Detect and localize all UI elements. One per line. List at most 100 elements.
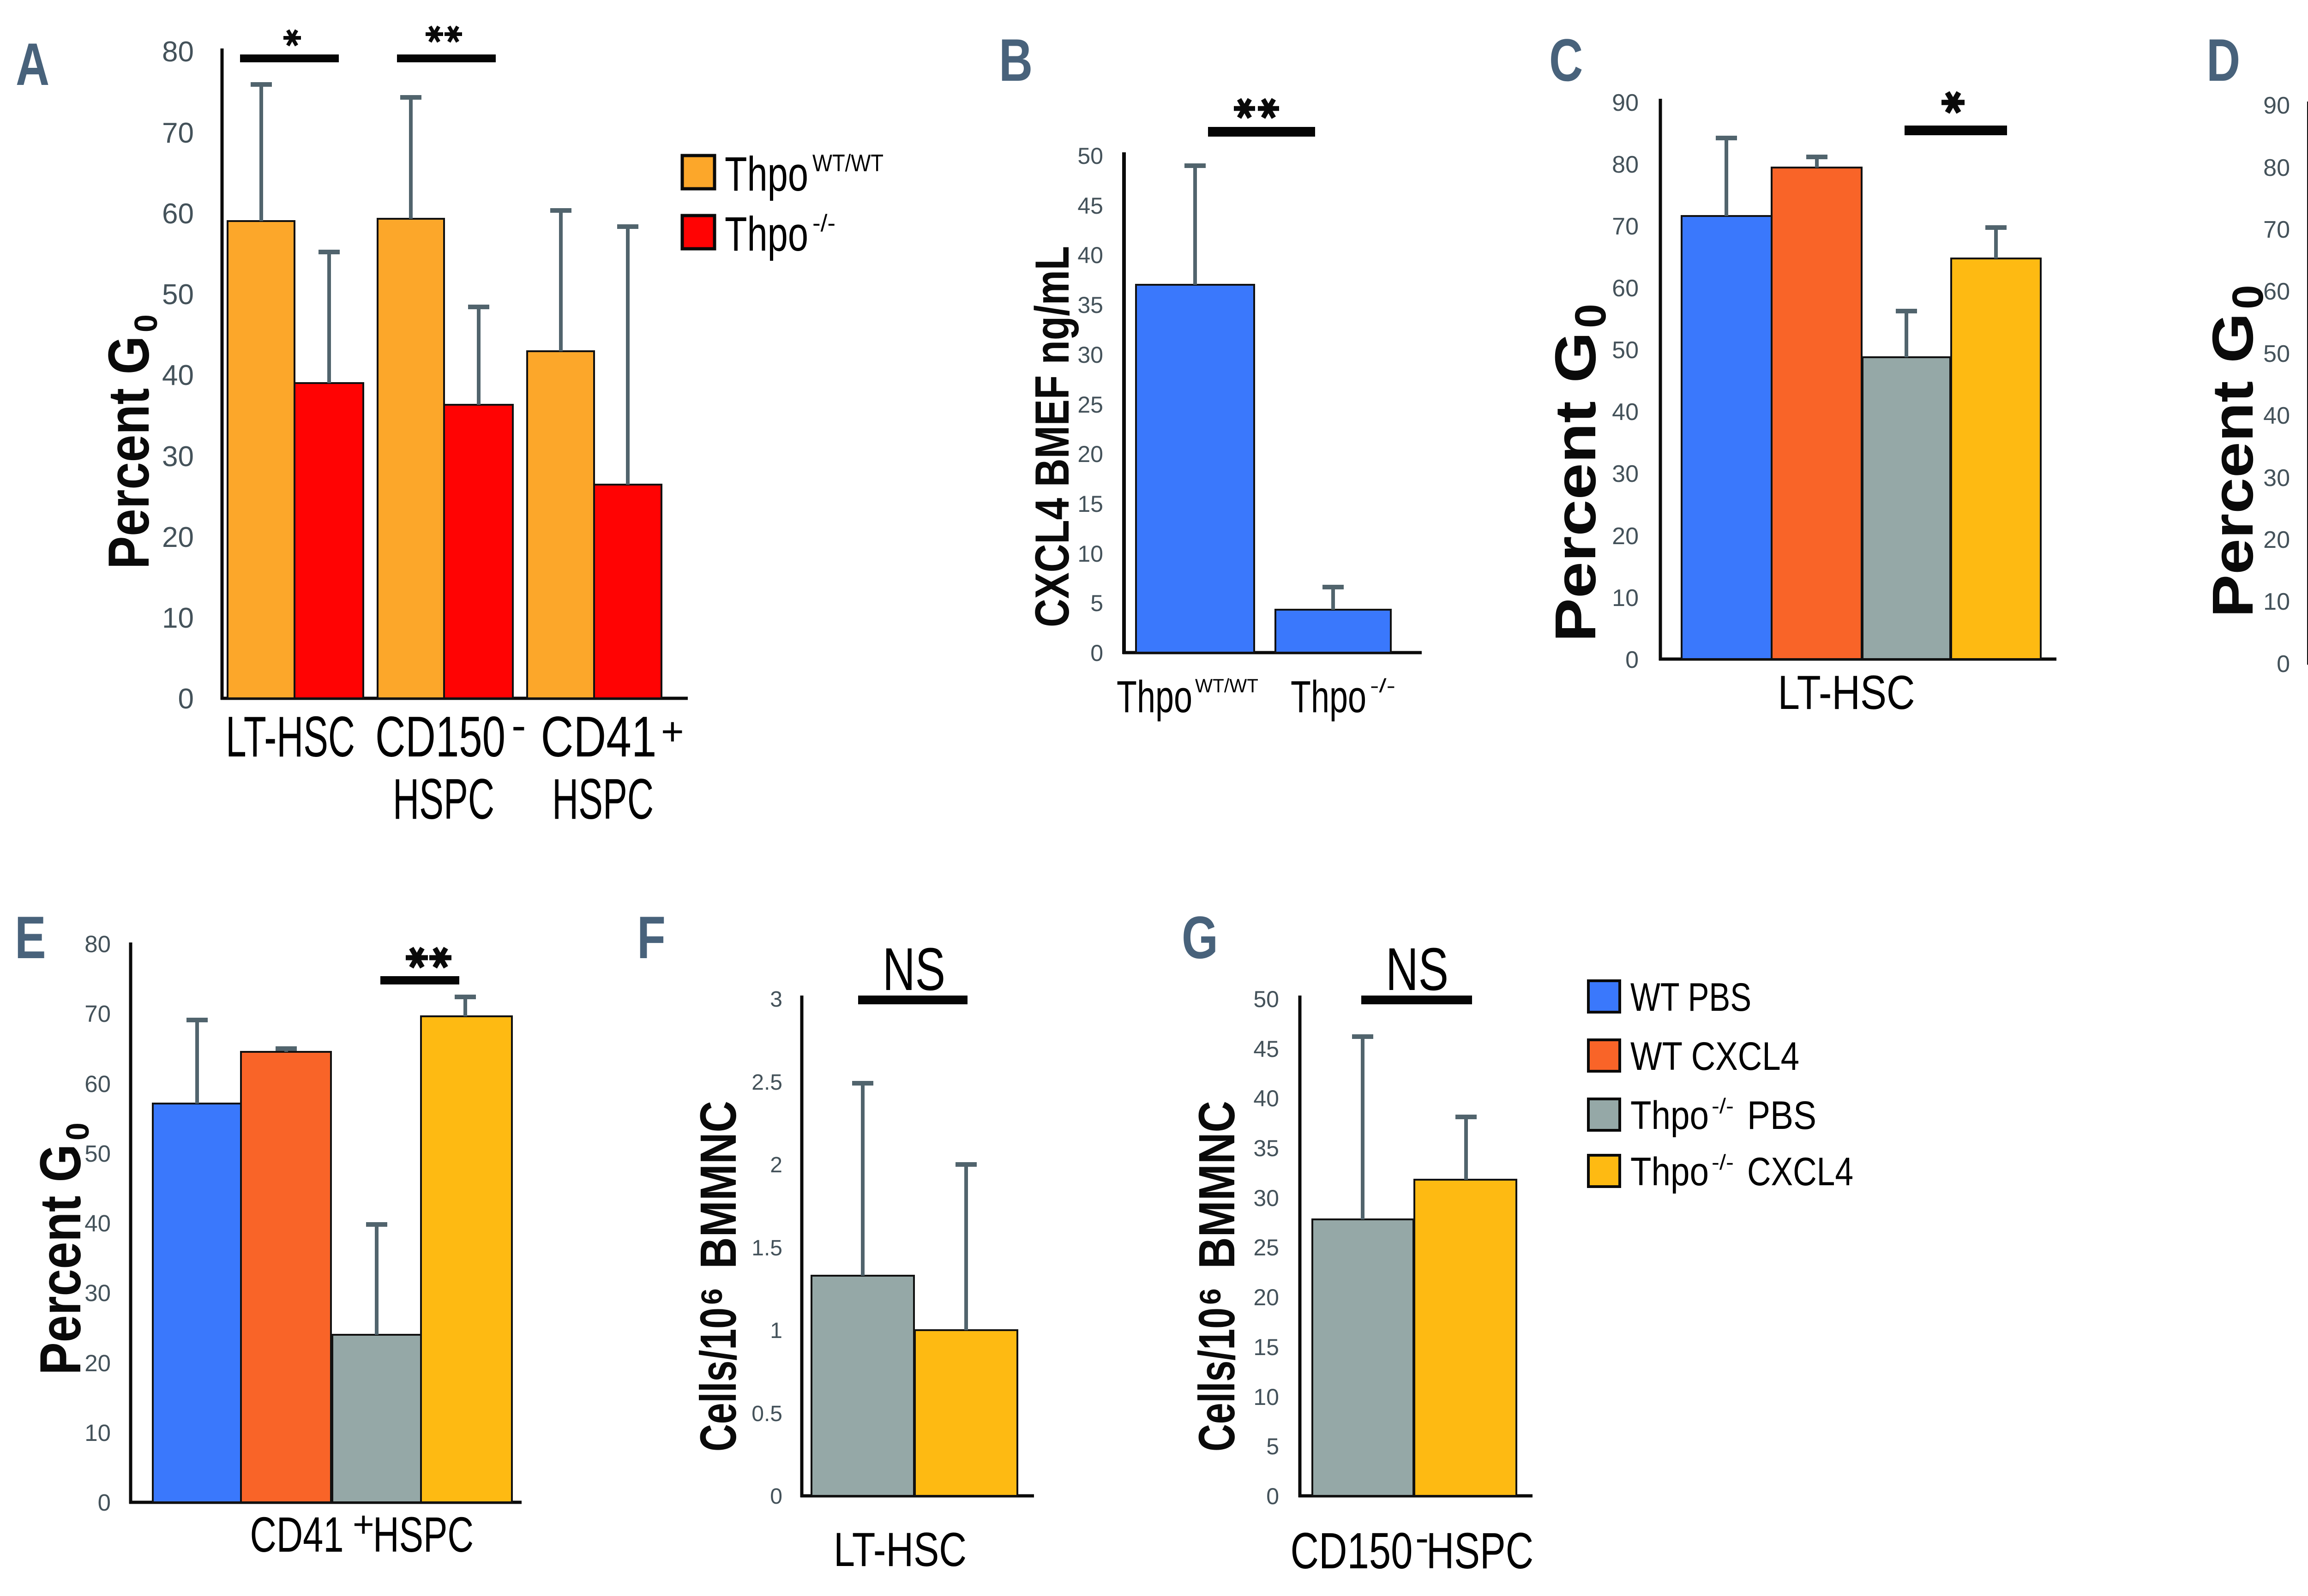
- svg-text:40: 40: [1612, 399, 1639, 426]
- svg-text:50: 50: [2263, 341, 2290, 367]
- svg-text:6: 6: [695, 1288, 728, 1305]
- svg-text:10: 10: [1612, 585, 1639, 612]
- svg-text:10: 10: [1253, 1384, 1279, 1410]
- svg-text:40: 40: [1077, 242, 1103, 268]
- svg-text:40: 40: [1253, 1086, 1279, 1111]
- svg-text:6: 6: [1194, 1288, 1227, 1305]
- svg-text:30: 30: [84, 1280, 111, 1306]
- svg-text:PBS: PBS: [1747, 1093, 1816, 1138]
- svg-text:40: 40: [2263, 402, 2290, 429]
- svg-text:60: 60: [1612, 275, 1639, 302]
- svg-text:30: 30: [2263, 465, 2290, 492]
- svg-text:-/-: -/-: [1712, 1094, 1734, 1118]
- svg-text:WT/WT: WT/WT: [812, 150, 884, 177]
- svg-text:40: 40: [162, 360, 194, 391]
- svg-text:70: 70: [162, 117, 194, 149]
- svg-text:30: 30: [162, 441, 194, 473]
- svg-text:35: 35: [1253, 1135, 1279, 1161]
- svg-text:0: 0: [2277, 651, 2290, 678]
- svg-text:80: 80: [1612, 151, 1639, 178]
- svg-text:G: G: [1182, 904, 1218, 971]
- svg-text:LT-HSC: LT-HSC: [226, 705, 355, 769]
- svg-text:1.5: 1.5: [751, 1236, 782, 1260]
- svg-text:25: 25: [1077, 392, 1103, 418]
- svg-text:BMMNC: BMMNC: [690, 1101, 747, 1269]
- svg-text:HSPC: HSPC: [1426, 1523, 1533, 1579]
- svg-text:70: 70: [84, 1001, 111, 1027]
- svg-text:Thpo: Thpo: [1630, 1093, 1709, 1138]
- svg-text:0: 0: [2224, 285, 2272, 309]
- svg-text:Thpo: Thpo: [725, 147, 808, 201]
- svg-text:C: C: [1549, 26, 1583, 94]
- svg-text:20: 20: [84, 1350, 111, 1376]
- svg-text:E: E: [15, 904, 46, 971]
- svg-text:50: 50: [1612, 337, 1639, 364]
- svg-text:60: 60: [2263, 278, 2290, 305]
- svg-text:0.5: 0.5: [751, 1402, 782, 1426]
- svg-text:10: 10: [162, 602, 194, 634]
- svg-text:0: 0: [1625, 647, 1639, 673]
- svg-text:Percent G: Percent G: [1544, 332, 1608, 642]
- svg-text:Cells/10: Cells/10: [1189, 1308, 1245, 1452]
- svg-text:10: 10: [1077, 541, 1103, 567]
- svg-text:WT PBS: WT PBS: [1630, 975, 1751, 1020]
- svg-text:25: 25: [1253, 1235, 1279, 1260]
- svg-text:0: 0: [178, 683, 194, 715]
- svg-text:Percent G: Percent G: [2201, 313, 2265, 618]
- svg-text:5: 5: [1266, 1434, 1279, 1459]
- svg-text:10: 10: [84, 1420, 111, 1446]
- svg-text:2.5: 2.5: [751, 1070, 782, 1095]
- svg-text:5: 5: [1090, 590, 1103, 616]
- svg-text:WT/WT: WT/WT: [1195, 675, 1258, 696]
- svg-text:0: 0: [128, 314, 164, 332]
- svg-text:50: 50: [1253, 986, 1279, 1012]
- svg-text:LT-HSC: LT-HSC: [834, 1523, 967, 1577]
- svg-text:+: +: [353, 1504, 374, 1545]
- svg-text:D: D: [2206, 26, 2240, 94]
- svg-text:Cells/10: Cells/10: [690, 1308, 747, 1452]
- svg-text:20: 20: [1077, 441, 1103, 467]
- svg-text:60: 60: [162, 198, 194, 230]
- svg-text:35: 35: [1077, 292, 1103, 318]
- svg-text:-/-: -/-: [1712, 1150, 1734, 1174]
- svg-text:Percent G: Percent G: [29, 1144, 93, 1375]
- svg-text:CD41: CD41: [541, 705, 657, 769]
- svg-text:0: 0: [1266, 1483, 1279, 1509]
- svg-text:CD150: CD150: [375, 705, 505, 769]
- svg-text:80: 80: [162, 36, 194, 68]
- svg-text:-/-: -/-: [812, 210, 835, 237]
- svg-text:50: 50: [162, 279, 194, 311]
- svg-text:20: 20: [1612, 523, 1639, 550]
- svg-text:30: 30: [1253, 1185, 1279, 1211]
- svg-text:0: 0: [1566, 304, 1615, 328]
- svg-text:30: 30: [1612, 461, 1639, 487]
- svg-text:15: 15: [1253, 1334, 1279, 1360]
- svg-text:30: 30: [1077, 342, 1103, 368]
- svg-text:HSPC: HSPC: [373, 1506, 474, 1562]
- svg-text:Thpo: Thpo: [1117, 672, 1192, 722]
- svg-text:80: 80: [2263, 155, 2290, 181]
- svg-text:WT CXCL4: WT CXCL4: [1630, 1034, 1799, 1079]
- svg-text:Thpo: Thpo: [725, 207, 808, 261]
- svg-text:45: 45: [1077, 193, 1103, 219]
- svg-text:50: 50: [1077, 143, 1103, 169]
- svg-text:Thpo: Thpo: [1291, 672, 1366, 722]
- svg-text:F: F: [637, 904, 666, 971]
- svg-text:HSPC: HSPC: [552, 768, 654, 831]
- svg-text:B: B: [999, 26, 1033, 94]
- svg-text:40: 40: [84, 1210, 111, 1236]
- svg-text:20: 20: [1253, 1284, 1279, 1310]
- svg-text:45: 45: [1253, 1036, 1279, 1062]
- svg-text:70: 70: [1612, 213, 1639, 240]
- svg-text:Percent G: Percent G: [97, 336, 161, 569]
- svg-text:+: +: [661, 710, 684, 754]
- svg-text:NS: NS: [1386, 935, 1449, 1003]
- svg-text:20: 20: [162, 522, 194, 553]
- svg-text:60: 60: [84, 1071, 111, 1097]
- svg-text:3: 3: [770, 987, 782, 1012]
- svg-text:A: A: [16, 30, 49, 98]
- svg-text:0: 0: [1090, 640, 1103, 666]
- svg-text:BMMNC: BMMNC: [1189, 1101, 1245, 1269]
- svg-text:1: 1: [770, 1319, 782, 1343]
- svg-text:0: 0: [98, 1489, 111, 1516]
